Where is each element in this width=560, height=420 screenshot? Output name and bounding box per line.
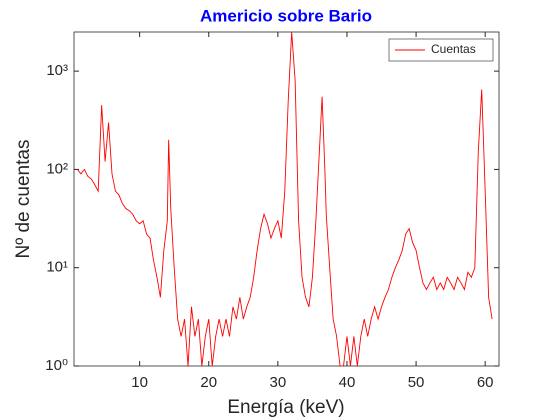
x-tick-label: 50: [408, 374, 425, 391]
y-axis-label: Nº de cuentas: [13, 140, 34, 259]
x-tick-label: 30: [270, 374, 287, 391]
y-tick-label: 10¹: [46, 259, 68, 276]
y-tick-label: 10⁰: [45, 357, 68, 374]
x-tick-label: 20: [200, 374, 217, 391]
y-tick-label: 10²: [46, 160, 68, 177]
x-tick-label: 10: [131, 374, 148, 391]
plot-area: [73, 31, 500, 367]
chart-title: Americio sobre Bario: [200, 6, 372, 25]
y-tick-label: 10³: [46, 62, 68, 79]
x-tick-label: 40: [339, 374, 356, 391]
legend-box: [388, 38, 494, 62]
legend: Cuentas: [388, 38, 494, 62]
line-series: [77, 32, 493, 366]
x-axis-label: Energía (keV): [227, 397, 344, 418]
legend-label: Cuentas: [431, 42, 476, 56]
x-tick-label: 60: [477, 374, 494, 391]
